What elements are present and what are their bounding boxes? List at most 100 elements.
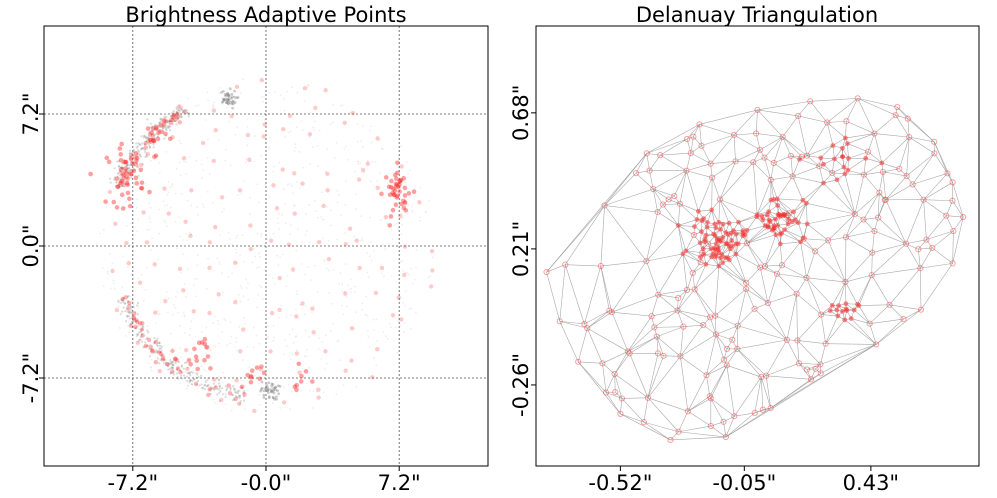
left-haze-dot [365, 295, 368, 298]
left-arc-dust-1 [221, 393, 225, 396]
left-clump-point-0 [134, 158, 139, 164]
left-arc-dust-1 [146, 329, 149, 332]
triangulation-edge [718, 199, 721, 223]
left-haze-dot [298, 151, 301, 153]
left-point [277, 275, 282, 281]
left-clump-point-3 [196, 340, 202, 346]
left-point [262, 122, 268, 127]
triangulation-edge [810, 373, 821, 380]
left-haze-dot [276, 254, 278, 257]
left-haze-dot [237, 293, 240, 296]
left-haze-dot [112, 282, 115, 284]
triangulation-edge [692, 262, 701, 274]
triangulation-point-dense [759, 213, 765, 219]
left-arc-dust-1 [144, 341, 147, 344]
triangulation-point-dense [798, 239, 803, 245]
left-haze-dot [373, 329, 375, 331]
triangulation-point [829, 169, 836, 177]
left-haze-dot [147, 362, 150, 365]
left-clump-point-1 [397, 182, 402, 187]
left-haze-dot [284, 136, 287, 139]
triangulation-edge [587, 310, 610, 329]
left-arc-dust-1 [207, 377, 210, 380]
left-haze-dot [158, 232, 161, 235]
left-haze-dot [258, 255, 261, 258]
left-clump-point-3 [205, 354, 211, 359]
left-haze-dot [174, 220, 177, 223]
left-haze-dot [206, 157, 209, 160]
left-point [234, 378, 239, 383]
triangulation-point-dense [725, 232, 731, 237]
left-haze-dot [190, 320, 193, 323]
left-haze-dot [272, 170, 275, 173]
left-point [252, 408, 257, 414]
triangulation-edge [786, 293, 797, 340]
left-haze-dot [259, 403, 262, 406]
triangulation-edge [604, 205, 658, 213]
left-clump-point-1 [390, 190, 395, 196]
left-arc-dust-1 [189, 378, 192, 382]
triangulation-edge [687, 398, 711, 412]
left-clump-point-0 [139, 180, 145, 185]
triangulation-edge [745, 267, 761, 284]
triangulation-edge [793, 202, 807, 213]
left-source-1 [262, 389, 266, 393]
triangulation-point-dense [702, 236, 708, 242]
left-point [325, 171, 330, 177]
left-haze-dot [397, 183, 400, 186]
left-haze-dot [414, 311, 417, 314]
left-arc-dust-1 [207, 384, 210, 387]
left-haze-dot [218, 261, 221, 263]
triangulation-edge [652, 188, 658, 213]
triangulation-point [632, 170, 640, 177]
left-arc-dust-1 [167, 368, 170, 371]
left-source-0 [220, 100, 224, 104]
left-source-0 [230, 102, 234, 106]
triangulation-edge [846, 120, 875, 134]
left-haze-dot [404, 181, 407, 184]
left-arc-dust-1 [218, 385, 221, 388]
left-arc-dust-1 [205, 385, 209, 388]
left-haze-dot [256, 232, 259, 235]
triangulation-edge [710, 134, 735, 164]
triangulation-edge [690, 152, 711, 164]
left-haze-dot [179, 324, 181, 327]
left-arc-dust-0 [161, 126, 164, 129]
left-haze-dot [329, 123, 332, 125]
left-arc-dust-1 [132, 319, 135, 323]
triangulation-edge [932, 230, 954, 249]
left-point [277, 307, 282, 312]
left-arc-dust-1 [234, 391, 237, 394]
triangulation-edge [907, 118, 910, 138]
triangulation-edge [693, 136, 702, 146]
right-ytick-label-0: 0.68" [509, 85, 533, 141]
triangulation-edge [770, 162, 775, 180]
left-arc-dust-1 [231, 393, 234, 396]
left-point [213, 224, 218, 230]
triangulation-edge [734, 133, 757, 136]
triangulation-edge [903, 309, 922, 320]
triangulation-point [807, 376, 815, 383]
left-haze-dot [118, 327, 121, 329]
left-haze-dot [229, 342, 232, 345]
triangulation-edge [819, 166, 833, 174]
triangulation-edge [827, 98, 858, 123]
left-haze-dot [158, 347, 161, 349]
left-xtick-label-1: -0.0" [241, 471, 292, 495]
triangulation-point-dense [720, 234, 726, 240]
left-arc-dust-0 [127, 166, 130, 170]
left-source-0 [224, 98, 227, 101]
left-haze-dot [345, 295, 348, 298]
left-arc-dust-0 [118, 186, 121, 189]
left-arc-dust-0 [118, 177, 121, 180]
triangulation-edge [776, 273, 807, 279]
triangulation-edge [733, 109, 758, 136]
triangulation-edge [687, 289, 695, 291]
left-arc-dust-1 [127, 314, 130, 318]
left-point [297, 370, 302, 375]
left-arc-dust-0 [150, 133, 153, 136]
left-arc-dust-1 [131, 315, 134, 318]
left-haze-dot [158, 139, 161, 141]
triangulation-point [707, 160, 714, 167]
left-point [162, 186, 167, 191]
